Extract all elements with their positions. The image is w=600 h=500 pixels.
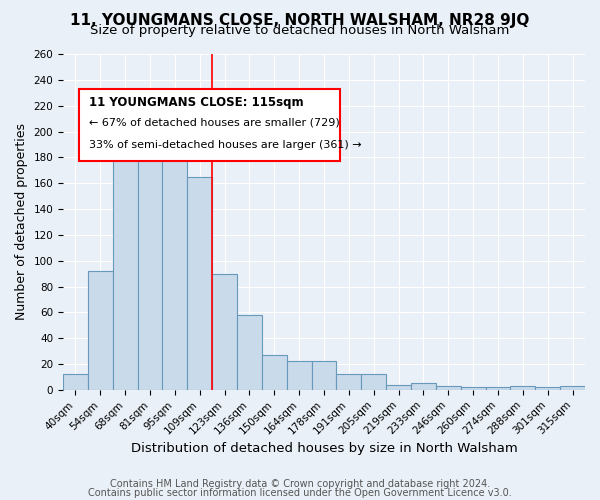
- Text: 11 YOUNGMANS CLOSE: 115sqm: 11 YOUNGMANS CLOSE: 115sqm: [89, 96, 304, 109]
- Bar: [461, 388, 485, 390]
- X-axis label: Distribution of detached houses by size in North Walsham: Distribution of detached houses by size …: [131, 442, 517, 455]
- Text: Contains public sector information licensed under the Open Government Licence v3: Contains public sector information licen…: [88, 488, 512, 498]
- Bar: [113, 158, 137, 390]
- Text: Size of property relative to detached houses in North Walsham: Size of property relative to detached ho…: [91, 24, 509, 37]
- Bar: [411, 384, 436, 390]
- Bar: [361, 374, 386, 390]
- FancyBboxPatch shape: [79, 90, 340, 162]
- Bar: [511, 386, 535, 390]
- Text: 11, YOUNGMANS CLOSE, NORTH WALSHAM, NR28 9JQ: 11, YOUNGMANS CLOSE, NORTH WALSHAM, NR28…: [70, 12, 530, 28]
- Bar: [237, 315, 262, 390]
- Bar: [287, 362, 311, 390]
- Bar: [386, 384, 411, 390]
- Bar: [88, 271, 113, 390]
- Y-axis label: Number of detached properties: Number of detached properties: [15, 124, 28, 320]
- Bar: [262, 355, 287, 390]
- Bar: [187, 176, 212, 390]
- Bar: [163, 118, 187, 390]
- Bar: [137, 158, 163, 390]
- Text: Contains HM Land Registry data © Crown copyright and database right 2024.: Contains HM Land Registry data © Crown c…: [110, 479, 490, 489]
- Bar: [560, 386, 585, 390]
- Bar: [436, 386, 461, 390]
- Bar: [337, 374, 361, 390]
- Text: ← 67% of detached houses are smaller (729): ← 67% of detached houses are smaller (72…: [89, 118, 340, 128]
- Bar: [485, 388, 511, 390]
- Bar: [311, 362, 337, 390]
- Bar: [63, 374, 88, 390]
- Bar: [212, 274, 237, 390]
- Bar: [535, 388, 560, 390]
- Text: 33% of semi-detached houses are larger (361) →: 33% of semi-detached houses are larger (…: [89, 140, 362, 149]
